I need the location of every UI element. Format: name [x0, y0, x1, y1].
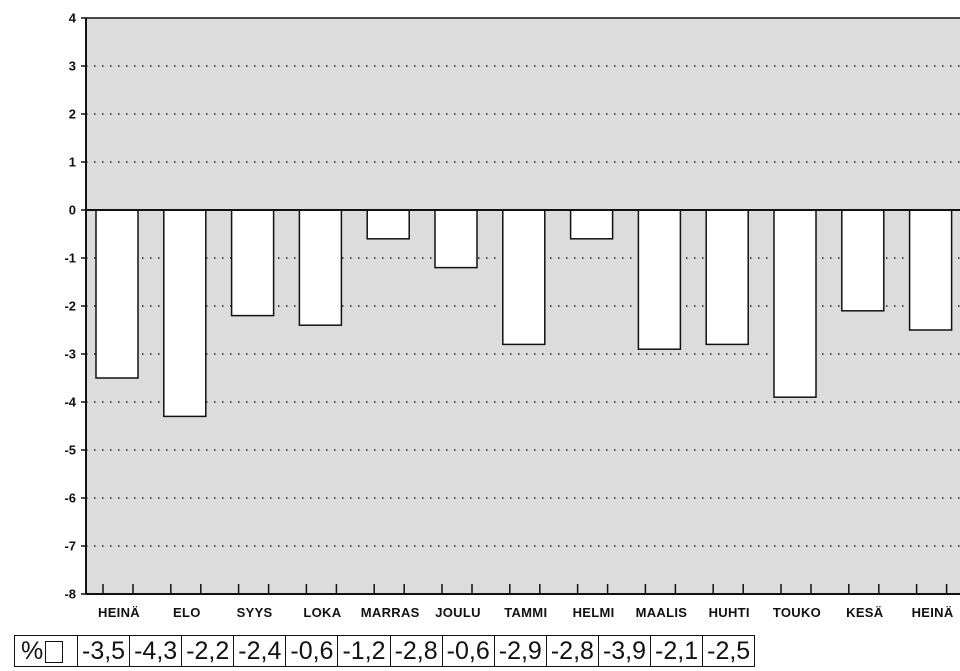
bar	[230, 209, 275, 317]
category-label: KESÄ	[846, 605, 884, 620]
unit-cell: %	[14, 635, 78, 667]
value-table: % -3,5 -4,3 -2,2 -2,4 -0,6 -1,2 -2,8 -0,6 -2,9 -2…	[14, 635, 756, 667]
bar	[434, 209, 478, 269]
y-tick-label: -3	[64, 347, 76, 362]
value-cell: -2,4	[233, 635, 287, 667]
value-cell: -2,8	[389, 635, 443, 667]
y-tick-label: -1	[64, 251, 76, 266]
value-cell: -2,9	[493, 635, 547, 667]
value-row: % -3,5 -4,3 -2,2 -2,4 -0,6 -1,2 -2,8 -0,6 -2,9 -2…	[14, 635, 756, 667]
category-label: JOULU	[435, 605, 481, 620]
category-label: SYYS	[237, 605, 273, 620]
bar	[163, 209, 207, 418]
y-tick-label: -4	[64, 395, 76, 410]
value-cell: -2,8	[545, 635, 599, 667]
category-label: MAALIS	[636, 605, 688, 620]
category-label: HEINÄ	[98, 605, 140, 620]
y-tick-label: 1	[69, 155, 76, 170]
value-cell: -2,5	[702, 635, 756, 667]
y-tick-label: -6	[64, 491, 76, 506]
category-label: HEINÄ	[912, 605, 954, 620]
y-tick-label: -8	[64, 587, 76, 602]
y-tick-label: 0	[69, 203, 76, 218]
y-tick-label: -2	[64, 299, 76, 314]
value-cell: -3,9	[597, 635, 652, 667]
bar-chart: 4 3 2 1 0 -1 -2 -3 -4 -5 -6 -7 -8 HEINÄ ELO SYYS LOKA MA…	[64, 11, 960, 620]
bar	[569, 209, 614, 240]
bar	[502, 209, 546, 346]
bar	[95, 209, 139, 379]
bar	[366, 209, 410, 240]
bar	[841, 209, 885, 312]
bar	[637, 209, 682, 350]
unit-box	[45, 641, 64, 664]
y-tick-label: -7	[64, 539, 76, 554]
category-label: HUHTI	[709, 605, 750, 620]
value-cell: -1,2	[337, 635, 391, 667]
category-label: LOKA	[303, 605, 341, 620]
y-tick-label: 4	[69, 11, 77, 26]
category-labels: HEINÄ ELO SYYS LOKA MARRAS JOULU TAMMI HELMI MAA…	[98, 605, 954, 620]
bar	[773, 209, 817, 398]
value-cell: -4,3	[129, 635, 183, 667]
value-cell: -2,1	[650, 635, 704, 667]
x-axis-ticks	[102, 584, 948, 594]
y-tick-label: -5	[64, 443, 76, 458]
y-axis-ticks: 4 3 2 1 0 -1 -2 -3 -4 -5 -6 -7 -8	[64, 11, 86, 602]
category-label: TOUKO	[773, 605, 821, 620]
value-cell: -3,5	[76, 635, 131, 667]
bar	[908, 209, 953, 331]
bar	[705, 209, 749, 346]
value-cell: -0,6	[441, 635, 495, 667]
unit-label: %	[21, 637, 44, 665]
value-cell: -0,6	[285, 635, 339, 667]
bars	[95, 209, 953, 418]
category-label: MARRAS	[361, 605, 420, 620]
category-label: ELO	[173, 605, 201, 620]
category-label: TAMMI	[504, 605, 547, 620]
value-cell: -2,2	[181, 635, 235, 667]
category-label: HELMI	[573, 605, 615, 620]
y-tick-label: 2	[69, 107, 76, 122]
bar	[298, 209, 343, 326]
y-tick-label: 3	[69, 59, 76, 74]
